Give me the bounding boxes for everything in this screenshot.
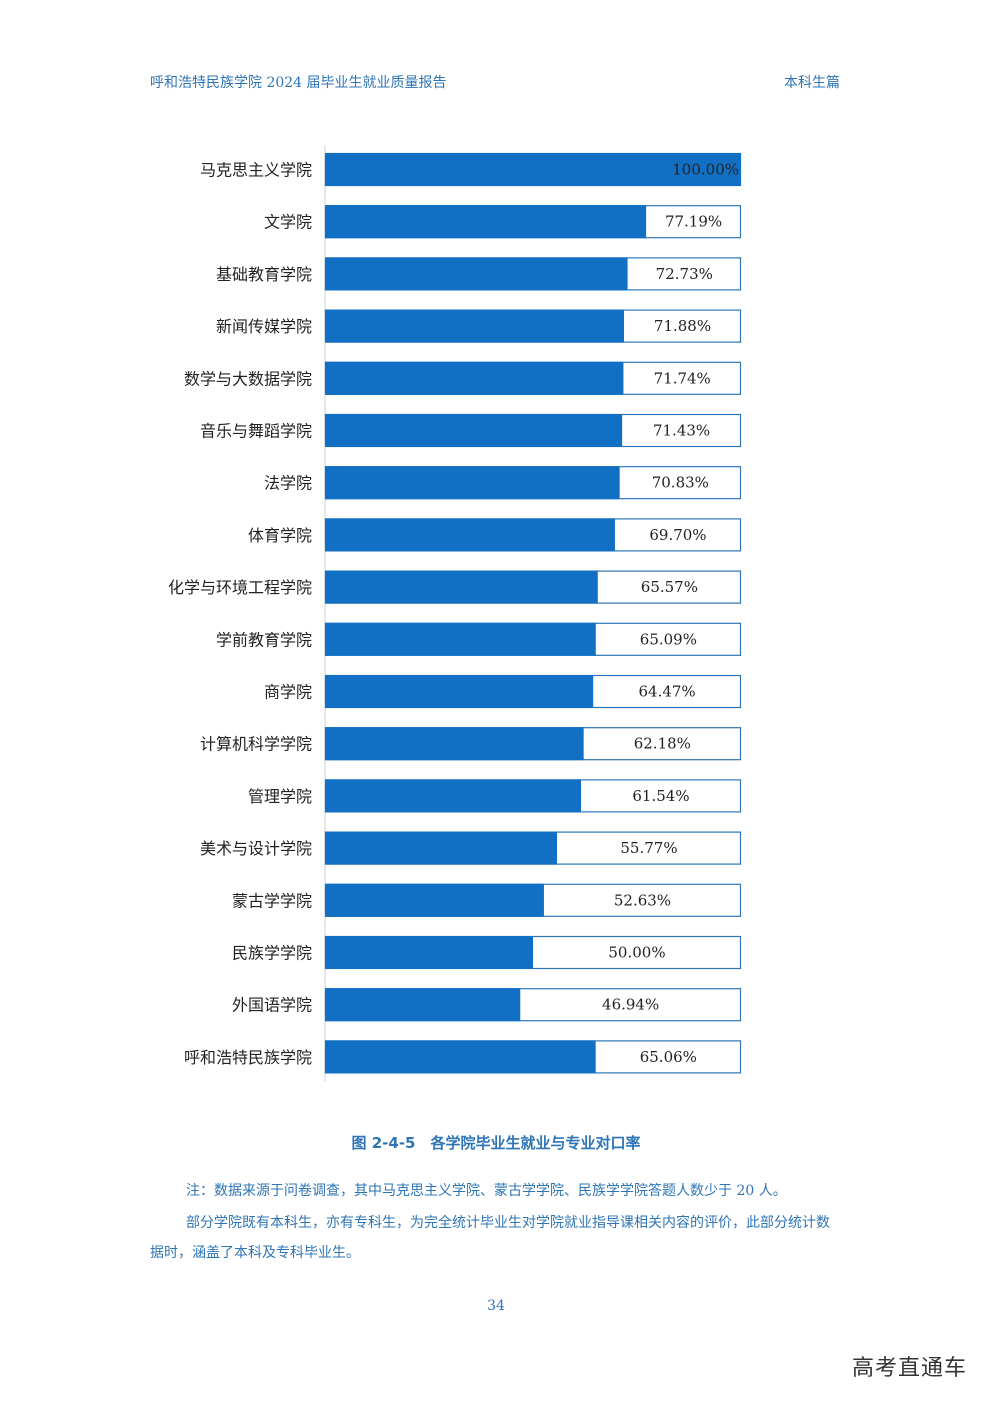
bar: [325, 466, 620, 500]
value-label: 50.00%: [608, 944, 665, 962]
bar-chart: 马克思主义学院 100.00% 文学院 77.19% 基础教育学院 72.73% 新闻传媒学…: [168, 145, 742, 1082]
value-label: 70.83%: [652, 474, 709, 492]
bar: [325, 361, 624, 395]
category-label: 音乐与舞蹈学院: [200, 422, 312, 441]
category-label: 新闻传媒学院: [216, 317, 312, 336]
note-source: 注：数据来源于问卷调查，其中马克思主义学院、蒙古学学院、民族学学院答题人数少于 …: [186, 1183, 787, 1199]
category-label: 体育学院: [248, 526, 312, 545]
bar: [325, 257, 628, 291]
page-number: 34: [487, 1298, 505, 1314]
value-label: 62.18%: [634, 735, 691, 753]
category-label: 学前教育学院: [216, 630, 312, 649]
bar: [325, 831, 558, 865]
bar: [325, 205, 647, 239]
category-label: 文学院: [264, 213, 312, 232]
bar: [325, 988, 521, 1022]
category-label: 化学与环境工程学院: [168, 578, 312, 597]
value-label: 71.88%: [654, 317, 711, 335]
value-label: 71.74%: [654, 369, 711, 387]
value-label: 65.06%: [640, 1048, 697, 1066]
bar: [325, 936, 533, 969]
category-label: 数学与大数据学院: [184, 369, 312, 388]
value-label: 69.70%: [649, 526, 706, 544]
bar: [325, 518, 615, 552]
bar: [325, 309, 625, 343]
bar: [325, 675, 594, 708]
section-label: 本科生篇: [784, 75, 840, 91]
category-label: 商学院: [264, 683, 312, 702]
category-label: 马克思主义学院: [200, 161, 312, 180]
value-label: 72.73%: [656, 265, 713, 283]
bar: [325, 153, 741, 186]
value-label: 52.63%: [614, 891, 671, 909]
category-label: 法学院: [264, 474, 312, 493]
category-label: 基础教育学院: [216, 265, 312, 284]
bar: [325, 779, 582, 813]
value-label: 65.57%: [641, 578, 698, 596]
bar: [325, 1040, 596, 1074]
value-label: 71.43%: [653, 422, 710, 440]
value-label: 77.19%: [665, 213, 722, 231]
note-scope: 部分学院既有本科生，亦有专科生，为完全统计毕业生对学院就业指导课相关内容的评价，…: [150, 1215, 830, 1261]
value-label: 100.00%: [672, 161, 739, 179]
value-label: 46.94%: [602, 996, 659, 1014]
category-label: 计算机科学学院: [200, 735, 312, 754]
bar: [325, 570, 598, 604]
category-label: 蒙古学学院: [232, 891, 312, 910]
figure-caption: 图 2-4-5 各学院毕业生就业与专业对口率: [351, 1134, 641, 1152]
report-title: 呼和浩特民族学院 2024 届毕业生就业质量报告: [150, 75, 447, 91]
bar: [325, 883, 544, 917]
value-label: 61.54%: [632, 787, 689, 805]
value-label: 65.09%: [640, 630, 697, 648]
category-label: 民族学学院: [232, 944, 312, 963]
bar: [325, 727, 584, 761]
bar: [325, 414, 623, 447]
bar: [325, 622, 596, 656]
watermark-logo: 高考直通车: [852, 1356, 968, 1381]
category-label: 管理学院: [248, 787, 312, 806]
value-label: 64.47%: [638, 683, 695, 701]
category-label: 美术与设计学院: [200, 839, 312, 858]
category-label: 呼和浩特民族学院: [184, 1048, 312, 1067]
value-label: 55.77%: [620, 839, 677, 857]
category-label: 外国语学院: [232, 996, 312, 1015]
